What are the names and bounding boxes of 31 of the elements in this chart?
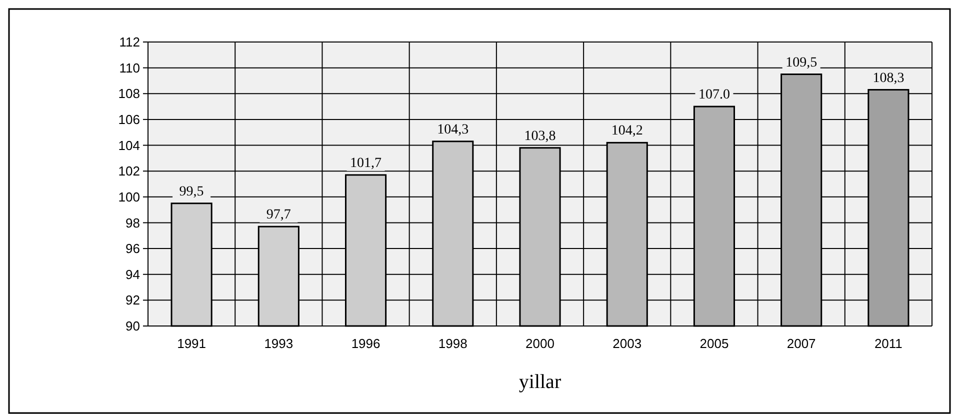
y-tick-label: 112 [119,34,140,50]
x-axis-title: yillar [518,371,562,393]
data-label: 99,5 [179,184,204,200]
y-tick-label: 90 [126,318,140,334]
y-tick-label: 110 [119,60,140,76]
data-label: 104,2 [611,124,643,139]
x-tick-label: 1996 [351,336,380,351]
x-tick-label: 1991 [177,336,206,351]
y-tick-label: 98 [126,215,140,230]
data-label: 109,5 [786,55,818,70]
y-tick-label: 100 [118,189,140,204]
data-label: 108,3 [872,70,904,86]
x-tick-label: 2011 [874,336,902,351]
data-label: 107.0 [698,88,730,103]
data-label: 101,7 [350,156,382,171]
x-tick-label: 1998 [438,336,468,351]
y-tick-label: 104 [118,138,140,153]
x-tick-label: 2003 [612,336,642,351]
y-tick-label: 106 [118,112,140,128]
x-tick-label: 2000 [526,336,554,351]
y-tick-label: 102 [118,164,140,179]
x-tick-label: 2005 [700,336,729,351]
data-label: 103,8 [524,128,556,144]
x-tick-label: 2007 [786,336,816,351]
y-tick-label: 92 [126,292,140,308]
y-tick-label: 108 [118,86,140,102]
y-tick-label: 94 [126,266,140,282]
data-label: 104,3 [437,122,469,138]
data-label: 97,7 [266,208,291,223]
y-tick-label: 96 [126,241,140,256]
x-tick-label: 1993 [264,336,294,351]
